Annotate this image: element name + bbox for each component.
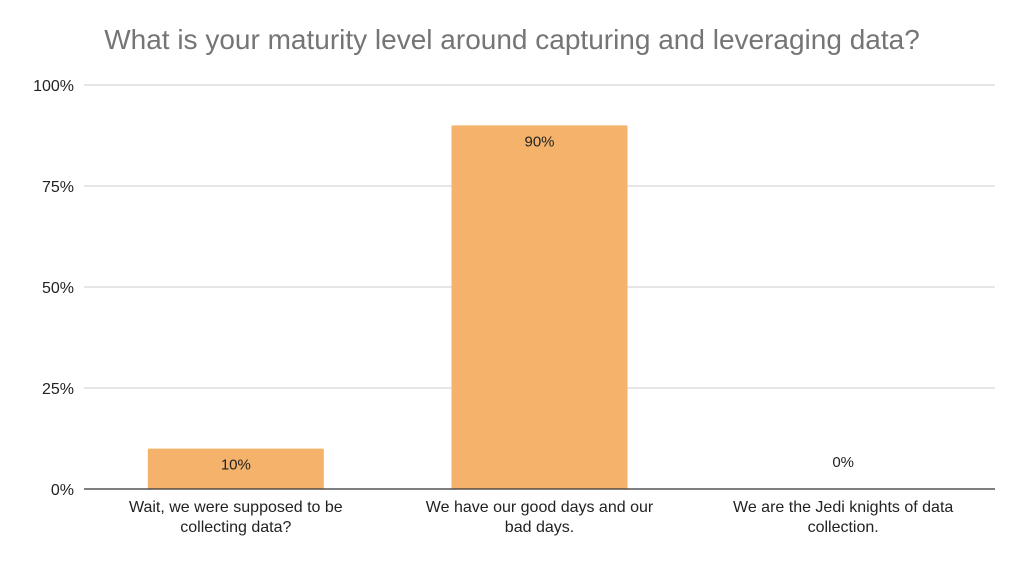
bars: [147, 125, 628, 490]
x-category-label: collection.: [808, 519, 879, 536]
x-category-label: Wait, we were supposed to be: [129, 499, 343, 516]
x-category-label: bad days.: [505, 519, 574, 536]
data-label: 10%: [221, 457, 251, 474]
y-axis-ticks: 0% 25% 50% 75% 100%: [33, 78, 74, 499]
x-category-label: We have our good days and our: [426, 499, 654, 516]
bar: [451, 125, 628, 490]
data-label: 90%: [524, 133, 554, 150]
chart-title: What is your maturity level around captu…: [104, 24, 920, 55]
data-labels: 10% 90% 0%: [221, 133, 854, 473]
y-tick-label: 50%: [42, 280, 74, 297]
data-label: 0%: [832, 454, 854, 471]
y-tick-label: 100%: [33, 78, 74, 95]
x-category-label: collecting data?: [180, 519, 291, 536]
y-tick-label: 0%: [51, 482, 74, 499]
y-tick-label: 75%: [42, 179, 74, 196]
bar: [147, 448, 324, 489]
y-tick-label: 25%: [42, 381, 74, 398]
x-axis-categories: Wait, we were supposed to be collecting d…: [129, 499, 953, 536]
x-category-label: We are the Jedi knights of data: [733, 499, 953, 516]
